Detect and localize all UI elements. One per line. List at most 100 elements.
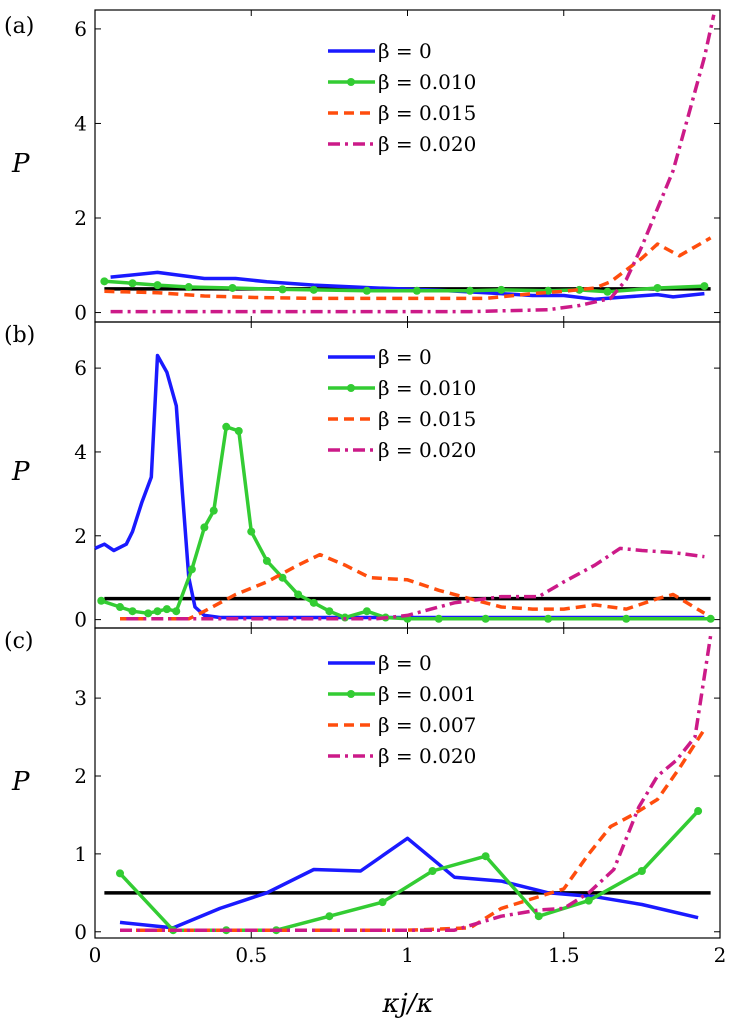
series-point-1 [700, 282, 709, 291]
y-tick-label: 0 [74, 301, 87, 325]
series-point-1 [172, 607, 181, 616]
panel-c-label: (c) [4, 629, 34, 654]
series-point-1 [100, 277, 109, 286]
series-point-1 [428, 867, 437, 876]
y-tick-label: 0 [74, 608, 87, 632]
series-point-1 [262, 556, 271, 565]
legend-c-marker-1 [347, 690, 355, 698]
series-point-1 [603, 287, 612, 296]
series-point-1 [534, 912, 543, 921]
series-point-1 [622, 614, 631, 623]
y-tick-label: 4 [74, 440, 87, 464]
series-point-1 [584, 896, 593, 905]
series-line-2 [104, 236, 712, 301]
x-tick-label: 0 [89, 943, 102, 967]
series-point-1 [234, 426, 243, 435]
panel-c: (c) P 0 0.5 1 1.5 2 0 1 2 3 β = 0 β = 0.001 β = … [4, 627, 726, 967]
series-point-1 [187, 565, 196, 574]
panel-a-legend: β = 0 β = 0.010 β = 0.015 β = 0.020 [328, 39, 476, 156]
panel-c-series [116, 635, 713, 935]
legend-a-label-3: β = 0.020 [378, 132, 476, 156]
panel-b-label: (b) [4, 323, 35, 348]
panel-c-ticks: 0 0.5 1 1.5 2 0 1 2 3 [74, 628, 726, 967]
series-point-1 [309, 285, 318, 294]
panel-c-ylabel: P [11, 767, 30, 797]
x-tick-label: 2 [714, 943, 727, 967]
legend-c-label-2: β = 0.007 [378, 713, 476, 737]
series-point-1 [153, 281, 162, 290]
x-axis-label: κj/κ [382, 989, 434, 1019]
panel-b-series [94, 353, 715, 623]
y-tick-label: 2 [74, 206, 87, 230]
series-point-1 [706, 614, 715, 623]
x-tick-label: 1 [401, 943, 414, 967]
y-tick-label: 6 [74, 356, 87, 380]
series-point-1 [481, 614, 490, 623]
series-point-1 [153, 607, 162, 616]
series-point-1 [434, 614, 443, 623]
series-point-1 [222, 422, 231, 431]
series-point-1 [116, 869, 124, 878]
series-point-1 [294, 590, 303, 599]
series-point-1 [278, 573, 287, 582]
series-point-1 [362, 286, 371, 295]
series-point-1 [412, 286, 421, 295]
panel-a-series [100, 14, 716, 314]
series-point-1 [228, 283, 237, 292]
panel-b-legend: β = 0 β = 0.010 β = 0.015 β = 0.020 [328, 345, 476, 462]
legend-b-label-1: β = 0.010 [378, 376, 476, 400]
series-point-1 [209, 506, 218, 515]
series-point-1 [544, 614, 553, 623]
legend-c-label-1: β = 0.001 [378, 682, 476, 706]
legend-a-label-0: β = 0 [378, 39, 432, 63]
series-point-1 [325, 607, 334, 616]
series-point-1 [184, 283, 193, 292]
y-tick-label: 2 [74, 764, 87, 788]
series-point-1 [162, 605, 171, 614]
legend-c-label-3: β = 0.020 [378, 744, 476, 768]
legend-b-marker-1 [347, 384, 355, 392]
series-point-1 [116, 603, 124, 612]
series-point-1 [497, 285, 506, 294]
y-tick-label: 2 [74, 524, 87, 548]
series-point-1 [694, 807, 703, 816]
series-point-1 [544, 286, 553, 295]
series-line-2 [120, 552, 706, 621]
series-point-1 [575, 285, 584, 294]
legend-a-label-1: β = 0.010 [378, 70, 476, 94]
series-point-1 [653, 283, 662, 292]
series-line-3 [126, 546, 705, 621]
series-point-1 [128, 607, 137, 616]
y-tick-label: 0 [74, 920, 87, 944]
series-line-0 [119, 836, 699, 930]
panel-a-ticks: 0 2 4 6 [74, 10, 721, 325]
panel-c-legend: β = 0 β = 0.001 β = 0.007 β = 0.020 [328, 651, 476, 768]
series-line-3 [110, 14, 716, 314]
panel-b-ylabel: P [11, 457, 30, 487]
legend-b-label-3: β = 0.020 [378, 438, 476, 462]
series-point-1 [362, 607, 371, 616]
x-tick-label: 0.5 [235, 943, 267, 967]
x-tick-label: 1.5 [548, 943, 580, 967]
legend-c-label-0: β = 0 [378, 651, 432, 675]
series-point-1 [278, 285, 287, 294]
series-point-1 [97, 596, 106, 605]
y-tick-label: 3 [74, 686, 87, 710]
y-tick-label: 4 [74, 111, 87, 135]
panel-a-ylabel: P [11, 149, 30, 179]
series-point-1 [247, 527, 256, 536]
series-point-1 [466, 286, 474, 295]
panel-a-label: (a) [4, 14, 34, 39]
series-point-1 [144, 609, 153, 618]
y-tick-label: 6 [74, 17, 87, 41]
y-tick-label: 1 [74, 842, 87, 866]
series-line-1 [104, 279, 705, 294]
panel-a: (a) P 0 2 4 6 β = 0 β = 0.010 β = 0.015 β =… [4, 9, 721, 325]
legend-a-label-2: β = 0.015 [378, 101, 476, 125]
series-point-1 [481, 852, 490, 861]
series-point-1 [309, 598, 318, 607]
series-point-1 [128, 279, 137, 288]
series-point-1 [637, 867, 646, 876]
series-point-1 [325, 912, 334, 921]
